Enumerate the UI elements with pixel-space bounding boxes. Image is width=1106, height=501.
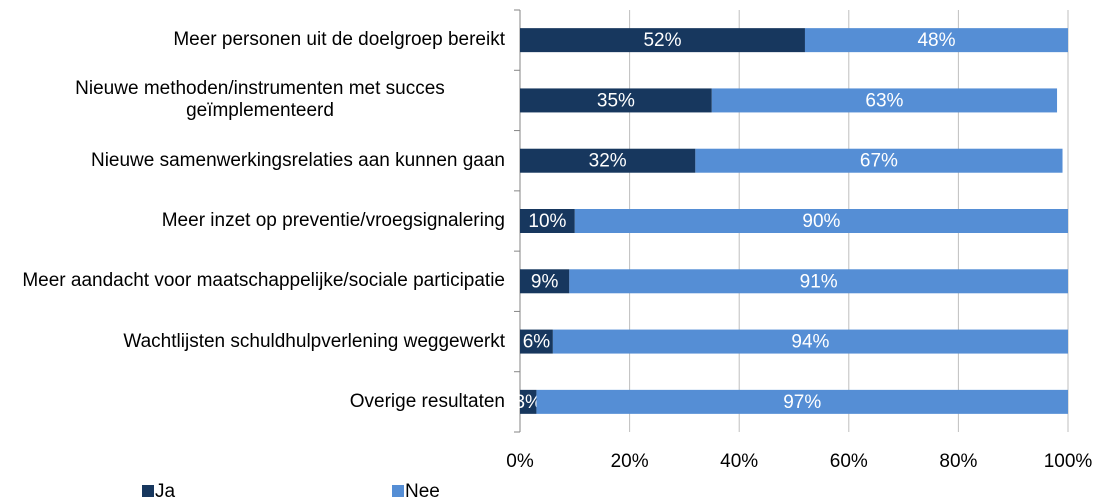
- value-label: 32%: [589, 151, 627, 172]
- bar: [520, 389, 537, 414]
- bar: [520, 28, 805, 53]
- y-tick-label-text: Nieuwe methoden/instrumenten met succes …: [75, 78, 445, 122]
- y-tick-label: Nieuwe samenwerkingsrelaties aan kunnen …: [0, 131, 505, 191]
- bar: [520, 269, 570, 294]
- value-label: 35%: [597, 90, 635, 111]
- y-tick-label: Meer inzet op preventie/vroegsignalering: [0, 191, 505, 251]
- value-label: 3%: [514, 392, 542, 413]
- y-tick-label-text: Meer personen uit de doelgroep bereikt: [173, 29, 505, 51]
- bar: [520, 88, 712, 113]
- value-label: 48%: [917, 30, 955, 51]
- y-tick-label-text: Nieuwe samenwerkingsrelaties aan kunnen …: [90, 149, 505, 171]
- legend-label: Ja: [155, 481, 176, 501]
- bar: [520, 329, 553, 354]
- y-tick-label: Overige resultaten: [0, 372, 505, 432]
- bar: [520, 148, 696, 173]
- value-label: 63%: [865, 90, 903, 111]
- y-tick-label-text: Wachtlijsten schuldhulpverlening weggewe…: [123, 330, 505, 352]
- value-label: 52%: [643, 30, 681, 51]
- legend-swatch: [142, 485, 154, 497]
- value-label: 9%: [531, 271, 559, 292]
- y-tick-label: Nieuwe methoden/instrumenten met succes …: [0, 70, 505, 130]
- x-tick-label: 60%: [830, 451, 868, 472]
- value-label: 97%: [783, 392, 821, 413]
- bar: [711, 88, 1058, 113]
- legend-swatch: [392, 485, 404, 497]
- legend-label: Nee: [405, 481, 440, 501]
- value-label: 90%: [802, 211, 840, 232]
- x-tick-label: 40%: [720, 451, 758, 472]
- y-tick-label-text: Meer inzet op preventie/vroegsignalering: [161, 210, 505, 231]
- x-tick-label: 80%: [939, 451, 977, 472]
- value-label: 94%: [791, 332, 829, 353]
- bar: [536, 389, 1068, 414]
- x-tick-label: 20%: [611, 451, 649, 472]
- bar: [520, 209, 575, 233]
- y-tick-label-text: Overige resultaten: [349, 390, 505, 412]
- y-tick-label: Meer aandacht voor maatschappelijke/soci…: [0, 251, 505, 311]
- bar: [574, 209, 1068, 233]
- y-tick-label-text: Meer aandacht voor maatschappelijke/soci…: [22, 270, 505, 292]
- bar: [695, 148, 1063, 173]
- value-label: 91%: [800, 271, 838, 292]
- y-tick-label: Meer personen uit de doelgroep bereikt: [0, 10, 505, 70]
- bar: [569, 269, 1068, 294]
- bar: [552, 329, 1068, 354]
- value-label: 10%: [528, 211, 566, 232]
- y-tick-label: Wachtlijsten schuldhulpverlening weggewe…: [0, 312, 505, 372]
- value-label: 67%: [860, 151, 898, 172]
- bar: [804, 28, 1068, 53]
- x-tick-label: 100%: [1044, 451, 1093, 472]
- x-tick-label: 0%: [506, 451, 534, 472]
- value-label: 6%: [523, 332, 551, 353]
